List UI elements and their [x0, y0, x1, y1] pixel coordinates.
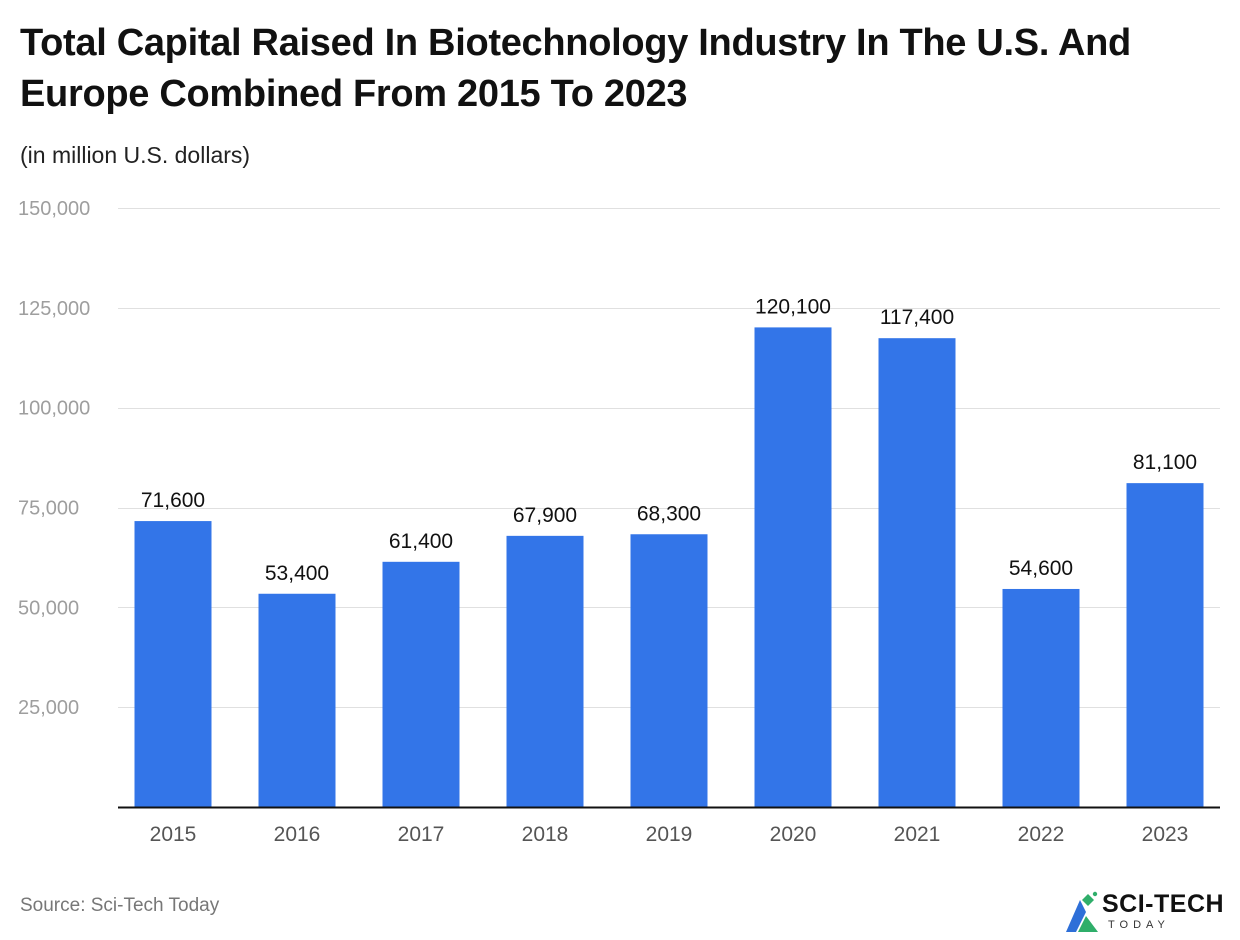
- x-tick-label: 2016: [274, 823, 321, 846]
- bar-2021: [878, 338, 956, 807]
- value-label: 68,300: [637, 502, 701, 525]
- value-label: 67,900: [513, 504, 577, 527]
- logo-subtext: TODAY: [1108, 919, 1170, 931]
- value-label: 71,600: [141, 489, 205, 512]
- bars: [134, 327, 1204, 807]
- y-tick-label: 150,000: [18, 198, 90, 220]
- y-tick-label: 25,000: [18, 697, 79, 719]
- bar-2020: [754, 327, 832, 807]
- y-tick-label: 50,000: [18, 597, 79, 619]
- x-tick-label: 2021: [894, 823, 941, 846]
- x-tick-label: 2023: [1142, 823, 1189, 846]
- bar-2018: [506, 535, 584, 807]
- y-tick-label: 125,000: [18, 298, 90, 320]
- logo-mark-icon: [1066, 891, 1098, 932]
- sci-tech-today-logo: SCI-TECH TODAY: [1062, 888, 1238, 938]
- value-label: 120,100: [755, 295, 831, 318]
- bar-chart: 25,00050,00075,000100,000125,000150,000 …: [18, 198, 1220, 846]
- bar-2023: [1126, 483, 1204, 807]
- x-tick-label: 2019: [646, 823, 693, 846]
- value-label: 54,600: [1009, 557, 1073, 580]
- value-label: 81,100: [1133, 451, 1197, 474]
- x-tick-label: 2022: [1018, 823, 1065, 846]
- y-tick-label: 100,000: [18, 398, 90, 420]
- x-tick-label: 2018: [522, 823, 569, 846]
- x-tick-label: 2020: [770, 823, 817, 846]
- chart-subtitle: (in million U.S. dollars): [20, 142, 251, 168]
- y-tick-label: 75,000: [18, 498, 79, 520]
- bar-2022: [1002, 588, 1080, 807]
- x-tick-label: 2015: [150, 823, 197, 846]
- data-labels: 71,600 2015 53,400 2016 61,400 2017 67,900 2018…: [141, 295, 1197, 846]
- value-label: 53,400: [265, 562, 329, 585]
- chart-title: Total Capital Raised In Biotechnology In…: [20, 22, 1131, 115]
- bar-2016: [258, 593, 336, 807]
- bar-2017: [382, 561, 460, 807]
- value-label: 117,400: [880, 306, 954, 329]
- source-note: Source: Sci-Tech Today: [20, 895, 220, 916]
- bar-2019: [630, 534, 708, 807]
- x-tick-label: 2017: [398, 823, 445, 846]
- logo-text: SCI-TECH: [1102, 890, 1225, 918]
- value-label: 61,400: [389, 530, 453, 553]
- bar-2015: [134, 521, 212, 807]
